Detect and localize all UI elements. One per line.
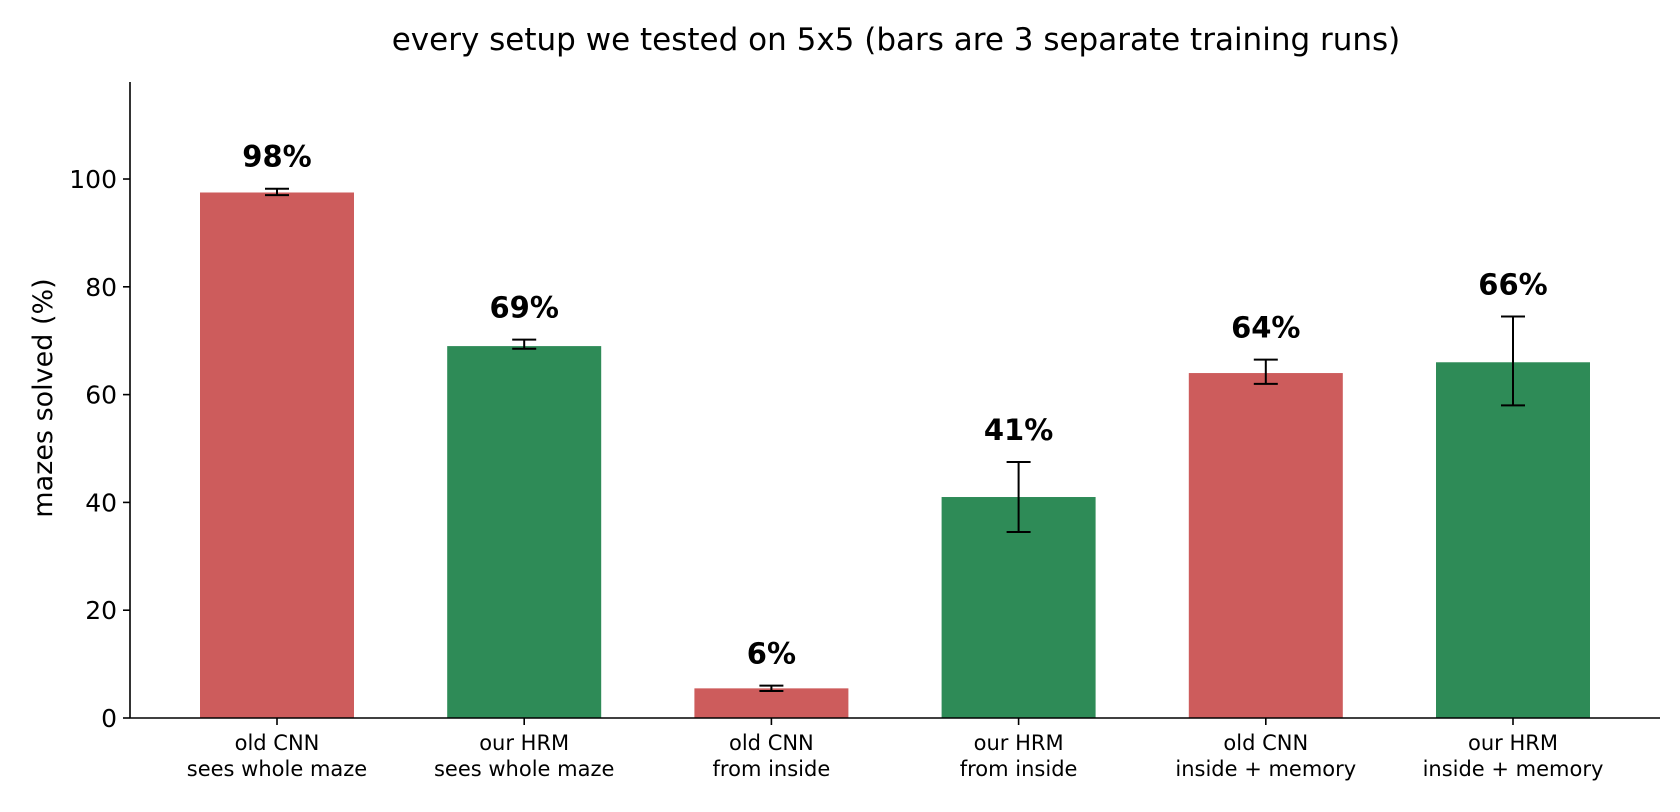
y-tick-label: 100: [69, 165, 117, 194]
y-tick-label: 80: [85, 273, 117, 302]
value-label: 41%: [984, 413, 1053, 447]
value-label: 64%: [1231, 311, 1300, 345]
value-label: 66%: [1478, 267, 1547, 301]
x-tick-label: from inside: [960, 757, 1078, 781]
y-tick-label: 20: [85, 596, 117, 625]
x-tick-label: old CNN: [235, 731, 320, 755]
bar: [694, 688, 849, 718]
error-bars-layer: [265, 187, 1525, 693]
x-tick-label: old CNN: [1223, 731, 1308, 755]
x-tick-label: from inside: [713, 757, 831, 781]
x-tick-label: our HRM: [479, 731, 569, 755]
x-tick-label: our HRM: [1468, 731, 1558, 755]
bars-layer: [200, 192, 1590, 719]
chart-title: every setup we tested on 5x5 (bars are 3…: [391, 22, 1401, 58]
bar: [941, 497, 1096, 718]
x-tick-label: sees whole maze: [187, 757, 367, 781]
bar: [1188, 373, 1343, 718]
y-tick-label: 0: [101, 704, 117, 733]
y-axis-title: mazes solved (%): [28, 278, 59, 517]
y-tick-label: 40: [85, 488, 117, 517]
value-label: 69%: [489, 291, 558, 325]
x-tick-label: inside + memory: [1175, 757, 1356, 781]
y-tick-label: 60: [85, 381, 117, 410]
y-ticks: 0 20 40 60 80 100: [69, 165, 130, 733]
x-tick-label: sees whole maze: [434, 757, 614, 781]
value-labels-layer: 98% 69% 6% 41% 64% 66%: [242, 140, 1547, 671]
value-label: 6%: [747, 637, 796, 671]
bar: [447, 346, 602, 718]
bar: [200, 192, 354, 719]
x-tick-label: old CNN: [729, 731, 814, 755]
x-tick-label: our HRM: [974, 731, 1064, 755]
x-tick-label: inside + memory: [1423, 757, 1604, 781]
bar: [1436, 362, 1590, 718]
value-label: 98%: [242, 140, 311, 174]
